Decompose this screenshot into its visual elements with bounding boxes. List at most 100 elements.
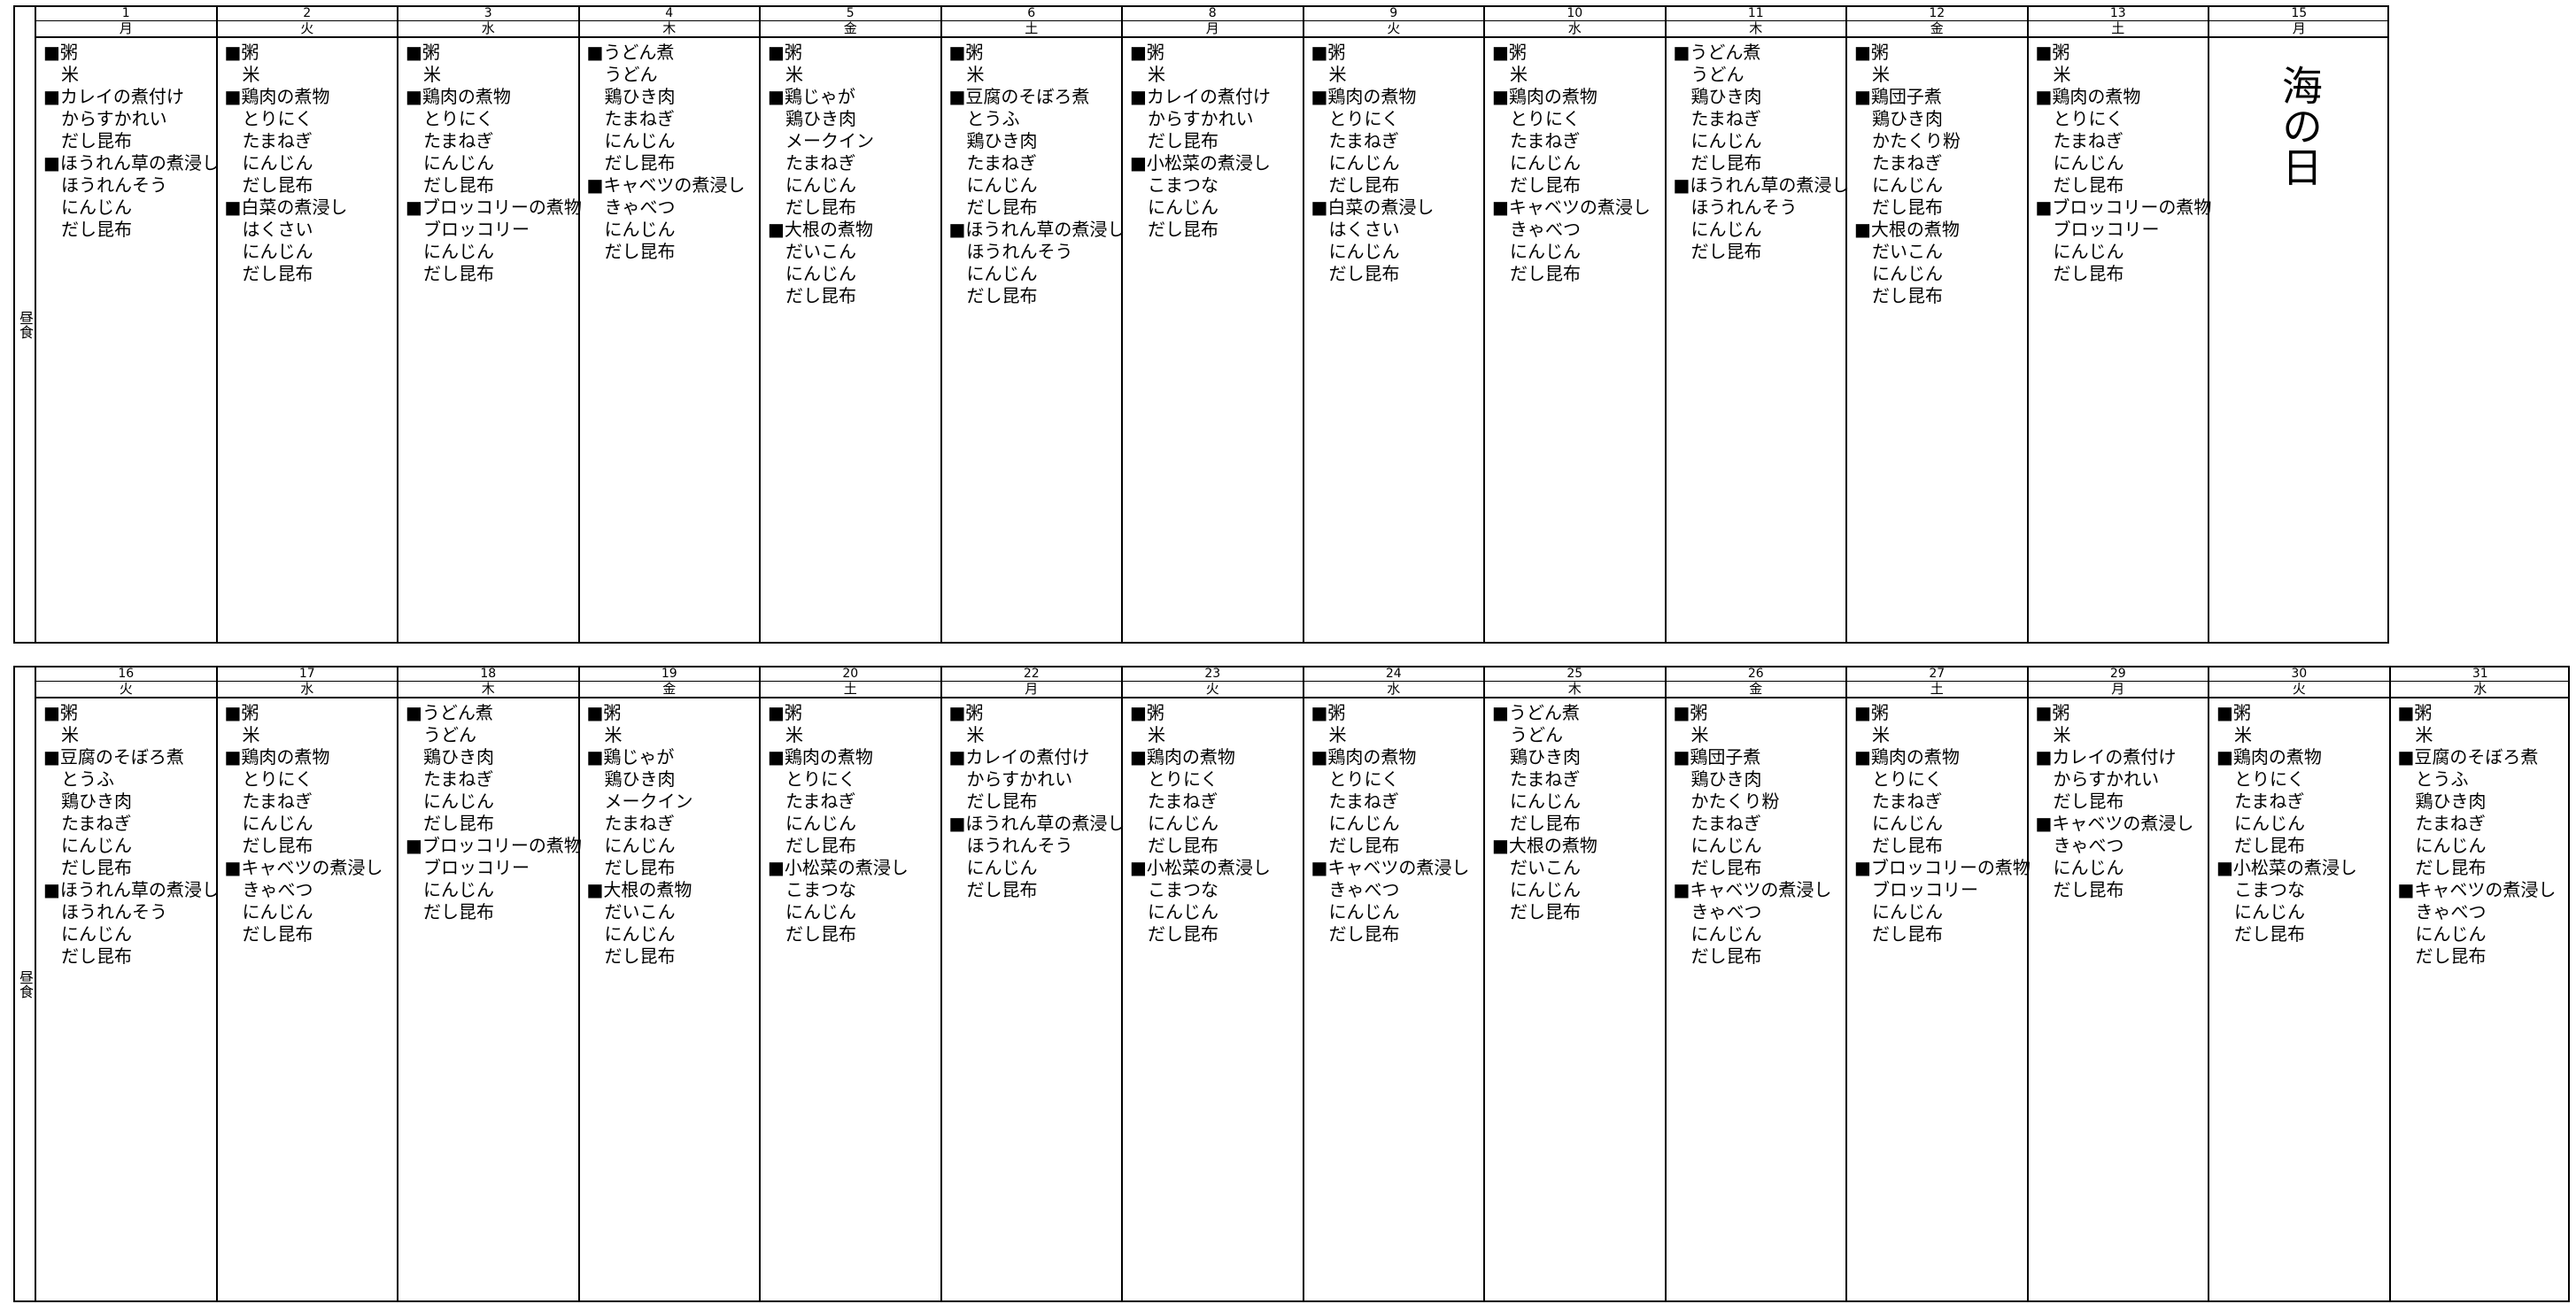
menu-item: たまねぎ — [1510, 768, 1581, 790]
day-column: 24 水 ■粥米 ■鶏肉の煮物 とりにく たまねぎ にんじん だし昆布 ■キャベツの煮浸し きゃべ… — [1302, 667, 1483, 1300]
menu-list: ■うどん煮 うどん 鶏ひき肉 たまねぎ にんじん だし昆布 ■ブロッコリーの煮物 ブロッコリー… — [398, 698, 582, 923]
menu-item: だし昆布 — [966, 285, 1038, 306]
menu-item: ■粥 — [2397, 702, 2433, 723]
menu-item: ■白菜の煮浸し — [224, 197, 348, 218]
menu-list: ■粥米 ■鶏肉の煮物 とりにく たまねぎ にんじん だし昆布 ■小松菜の煮浸し こまつな にんじ… — [2209, 698, 2389, 945]
menu-item: 米 — [785, 724, 803, 745]
menu-item: こまつな — [1148, 879, 1218, 900]
date: 12 — [1847, 7, 2027, 21]
weekday: 月 — [1123, 21, 1303, 38]
date: 13 — [2028, 7, 2208, 21]
menu-item: ■鶏肉の煮物 — [224, 86, 330, 107]
menu-item: にんじん — [61, 835, 132, 856]
menu-item: ■大根の煮物 — [1492, 835, 1597, 856]
menu-item: にんじん — [1690, 835, 1762, 856]
menu-item: だし昆布 — [1328, 923, 1400, 945]
menu-item: ■カレイの煮付け — [2035, 746, 2177, 768]
menu-item: とりにく — [1872, 768, 1943, 790]
holiday: 海の日 — [2275, 65, 2324, 187]
menu-item: だし昆布 — [604, 241, 676, 262]
menu-item: ■キャベツの煮浸し — [1673, 879, 1832, 900]
menu-list: ■粥米 ■カレイの煮付け からすかれい だし昆布 ■ほうれん草の煮浸し ほうれんそう にんじ… — [36, 38, 220, 241]
day-column: 20 土 ■粥米 ■鶏肉の煮物 とりにく たまねぎ にんじん だし昆布 ■小松菜の煮浸し こまつな… — [759, 667, 940, 1300]
menu-item: にんじん — [1328, 152, 1400, 174]
menu-item: ■粥 — [2035, 42, 2070, 63]
date: 18 — [398, 667, 578, 682]
menu-list: ■粥米 ■カレイの煮付け からすかれい だし昆布 ■ほうれん草の煮浸し ほうれんそう にんじ… — [942, 698, 1126, 901]
menu-item: にんじん — [423, 241, 494, 262]
menu-list: ■粥米 ■鶏団子煮 鶏ひき肉 かたくり粉 たまねぎ にんじん だし昆布 ■大根の煮物 だいこんに… — [1847, 38, 2027, 307]
menu-item: ■鶏肉の煮物 — [2216, 746, 2322, 768]
menu-item: とりにく — [1328, 768, 1400, 790]
menu-item: だし昆布 — [785, 197, 856, 218]
menu-item: ■豆腐のそぼろ煮 — [2397, 746, 2539, 768]
menu-item: ■鶏肉の煮物 — [406, 86, 511, 107]
weekday: 土 — [941, 21, 1121, 38]
menu-item: だし昆布 — [785, 285, 856, 306]
menu-item: ■ブロッコリーの煮物 — [2035, 197, 2212, 218]
menu-item: ■キャベツの煮浸し — [586, 174, 746, 196]
menu-item: たまねぎ — [423, 768, 494, 790]
menu-item: かたくり粉 — [1690, 791, 1780, 812]
menu-item: とうふ — [966, 108, 1020, 129]
menu-item: ■鶏じゃが — [768, 86, 855, 107]
menu-item: 米 — [1148, 724, 1165, 745]
menu-item: ■鶏肉の煮物 — [2035, 86, 2141, 107]
menu-item: ■粥 — [948, 42, 984, 63]
menu-item: 米 — [61, 64, 79, 85]
weekday: 火 — [217, 21, 397, 38]
menu-item: たまねぎ — [966, 152, 1037, 174]
menu-item: ■カレイの煮付け — [1130, 86, 1271, 107]
menu-item: たまねぎ — [1872, 152, 1943, 174]
day-column: 22 月 ■粥米 ■カレイの煮付け からすかれい だし昆布 ■ほうれん草の煮浸し ほうれんそう… — [940, 667, 1126, 1300]
day-column: 26 金 ■粥米 ■鶏団子煮 鶏ひき肉 かたくり粉 たまねぎ にんじん だし昆布 ■キャベツの煮浸… — [1664, 667, 1845, 1300]
menu-item: からすかれい — [2053, 768, 2160, 790]
date: 30 — [2209, 667, 2389, 682]
menu-item: にんじん — [1872, 174, 1943, 196]
menu-item: ■大根の煮物 — [768, 219, 873, 240]
menu-item: ■粥 — [768, 42, 802, 63]
menu-list: ■粥米 ■豆腐のそぼろ煮 とうふ 鶏ひき肉 たまねぎ にんじん だし昆布 ■キャベツの煮浸しき… — [2391, 698, 2571, 968]
menu-item: 米 — [966, 64, 985, 85]
weekday: 水 — [1485, 21, 1665, 38]
menu-list: ■粥米 ■鶏じゃが 鶏ひき肉 メークイン たまねぎ にんじん だし昆布 ■大根の煮物 だいこんに… — [580, 698, 760, 968]
menu-item: だいこん — [604, 901, 676, 922]
date: 5 — [761, 7, 940, 21]
menu-item: にんじん — [1510, 879, 1581, 900]
menu-item: はくさい — [242, 219, 313, 240]
menu-item: ■小松菜の煮浸し — [1130, 857, 1271, 878]
menu-item: ■ブロッコリーの煮物 — [406, 197, 582, 218]
menu-item: きゃべつ — [604, 197, 676, 218]
weekday: 木 — [579, 21, 759, 38]
menu-item: 米 — [1510, 64, 1528, 85]
day-column: 4 木 ■うどん煮 うどん 鶏ひき肉 たまねぎ にんじん だし昆布 ■キャベツの煮浸し きゃべつに… — [577, 7, 759, 642]
menu-list: ■粥米 ■鶏じゃが 鶏ひき肉 メークイン たまねぎ にんじん だし昆布 ■大根の煮物 だいこんに… — [761, 38, 940, 307]
menu-item: ■カレイの煮付け — [948, 746, 1090, 768]
menu-item: ■キャベツの煮浸し — [1311, 857, 1470, 878]
menu-item: だし昆布 — [2234, 923, 2305, 945]
menu-item: ■粥 — [1673, 702, 1708, 723]
menu-item: ■粥 — [43, 702, 78, 723]
menu-item: にんじん — [2234, 813, 2305, 834]
weekday: 月 — [2028, 682, 2208, 698]
day-column: 15 月海の日 — [2208, 7, 2389, 642]
menu-item: たまねぎ — [2415, 813, 2486, 834]
day-column: 13 土 ■粥米 ■鶏肉の煮物 とりにく たまねぎ にんじん だし昆布 ■ブロッコリーの煮物 ブロ… — [2026, 7, 2212, 642]
menu-list: ■粥米 ■豆腐のそぼろ煮 とうふ 鶏ひき肉 たまねぎ にんじん だし昆布 ■ほうれん草の煮浸し… — [36, 698, 220, 968]
menu-item: ■粥 — [586, 702, 622, 723]
menu-item: だし昆布 — [61, 219, 132, 240]
date: 9 — [1303, 7, 1483, 21]
menu-item: にんじん — [1872, 901, 1943, 922]
menu-item: だし昆布 — [242, 263, 313, 284]
menu-item: こまつな — [1148, 174, 1218, 196]
menu-item: だし昆布 — [2415, 945, 2487, 967]
menu-item: とりにく — [1148, 768, 1218, 790]
menu-item: ■大根の煮物 — [1854, 219, 1960, 240]
menu-item: たまねぎ — [785, 791, 856, 812]
weekday: 月 — [941, 682, 1121, 698]
menu-item: ■粥 — [1130, 702, 1164, 723]
menu-item: だし昆布 — [966, 791, 1038, 812]
menu-item: ■鶏じゃが — [586, 746, 675, 768]
menu-item: たまねぎ — [785, 152, 856, 174]
menu-item: にんじん — [2234, 901, 2305, 922]
